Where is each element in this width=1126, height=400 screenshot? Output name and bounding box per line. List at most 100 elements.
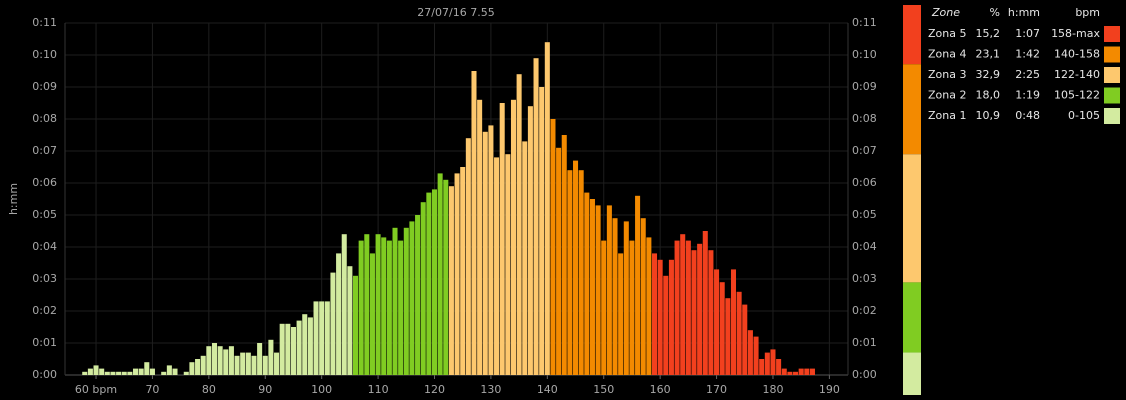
y2-tick-label: 0:08 (852, 112, 877, 125)
bar (573, 160, 579, 375)
zone-strip (903, 5, 921, 65)
bar (544, 42, 550, 375)
bar (257, 343, 263, 375)
y-axis-label: h:mm (7, 183, 20, 215)
bar (539, 87, 545, 375)
bar (183, 371, 189, 375)
bar (477, 99, 483, 376)
bar (640, 218, 646, 375)
bar (465, 138, 471, 375)
legend: Zone% h:mm bpm Zona 5 15,2 1:07 158-max Zona 4 2… (903, 5, 1120, 395)
bar (759, 359, 765, 375)
bar (798, 368, 804, 375)
legend-percent: 32,9 (976, 68, 1001, 81)
y-tick-label: 0:08 (32, 112, 57, 125)
bar (663, 275, 669, 375)
bar (606, 205, 612, 375)
bar (144, 362, 150, 375)
bar (375, 234, 381, 375)
legend-name: Zona 1 (928, 109, 966, 122)
legend-time: 1:07 (1015, 27, 1040, 40)
x-tick-label: 160 (650, 383, 671, 396)
x-tick-label: 60 bpm (75, 383, 117, 396)
bar (804, 368, 810, 375)
x-tick-label: 70 (145, 383, 159, 396)
bar (386, 240, 392, 375)
bar (347, 266, 353, 375)
bar (431, 189, 438, 375)
y2-tick-label: 0:02 (852, 304, 877, 317)
bar (392, 227, 398, 375)
bar (668, 259, 674, 375)
bar (127, 371, 133, 375)
x-tick-label: 170 (706, 383, 727, 396)
bar (420, 202, 426, 375)
y-tick-label: 0:01 (32, 336, 57, 349)
legend-swatch (1104, 87, 1120, 104)
bar (635, 195, 641, 375)
legend-name: Zona 5 (928, 27, 966, 40)
bar (403, 227, 409, 375)
bar (93, 365, 99, 375)
bar (522, 141, 528, 375)
legend-swatch (1104, 108, 1120, 124)
legend-percent: 15,2 (976, 27, 1001, 40)
bar (516, 74, 522, 375)
bar (398, 240, 404, 375)
bar (589, 199, 595, 375)
y-tick-label: 0:00 (32, 368, 57, 381)
legend-percent: 10,9 (976, 109, 1001, 122)
y-tick-label: 0:09 (32, 80, 57, 93)
bar (353, 275, 359, 375)
bar (618, 253, 624, 375)
bar (510, 99, 516, 376)
bar (471, 71, 477, 375)
bar (736, 291, 742, 375)
y2-tick-label: 0:11 (852, 16, 877, 29)
bar (657, 259, 663, 375)
x-tick-label: 190 (819, 383, 840, 396)
bar (251, 355, 257, 375)
bar (121, 371, 127, 375)
bar (200, 355, 206, 375)
bar (290, 327, 296, 375)
bar (336, 253, 342, 375)
x-tick-label: 110 (368, 383, 389, 396)
bar (341, 234, 347, 375)
bar (793, 371, 799, 375)
y2-tick-label: 0:10 (852, 48, 877, 61)
legend-name: Zona 2 (928, 89, 966, 102)
bar (494, 157, 500, 375)
bar (206, 346, 212, 375)
bar (725, 298, 731, 375)
bar (730, 269, 737, 375)
bar (104, 371, 110, 375)
chart-title: 27/07/16 7.55 (417, 6, 494, 19)
bar (240, 352, 246, 375)
y2-tick-label: 0:09 (852, 80, 877, 93)
bar (195, 359, 201, 375)
bar (482, 131, 488, 375)
bar (691, 250, 697, 375)
x-tick-label: 140 (537, 383, 558, 396)
zone-strip (903, 64, 921, 155)
bar (561, 135, 567, 375)
legend-range: 0-105 (1068, 109, 1100, 122)
bar (358, 240, 364, 375)
legend-time: 1:19 (1015, 89, 1040, 102)
bar (674, 240, 680, 375)
bar (533, 58, 539, 375)
x-tick-label: 100 (311, 383, 332, 396)
bar (319, 301, 325, 375)
y-tick-label: 0:07 (32, 144, 57, 157)
bar (211, 343, 218, 375)
bar (809, 368, 815, 375)
legend-range: 122-140 (1054, 68, 1100, 81)
bar (601, 240, 607, 375)
bar (753, 336, 759, 375)
bar (330, 272, 336, 375)
bar (110, 371, 116, 375)
bar (781, 368, 787, 375)
bar (87, 368, 93, 375)
